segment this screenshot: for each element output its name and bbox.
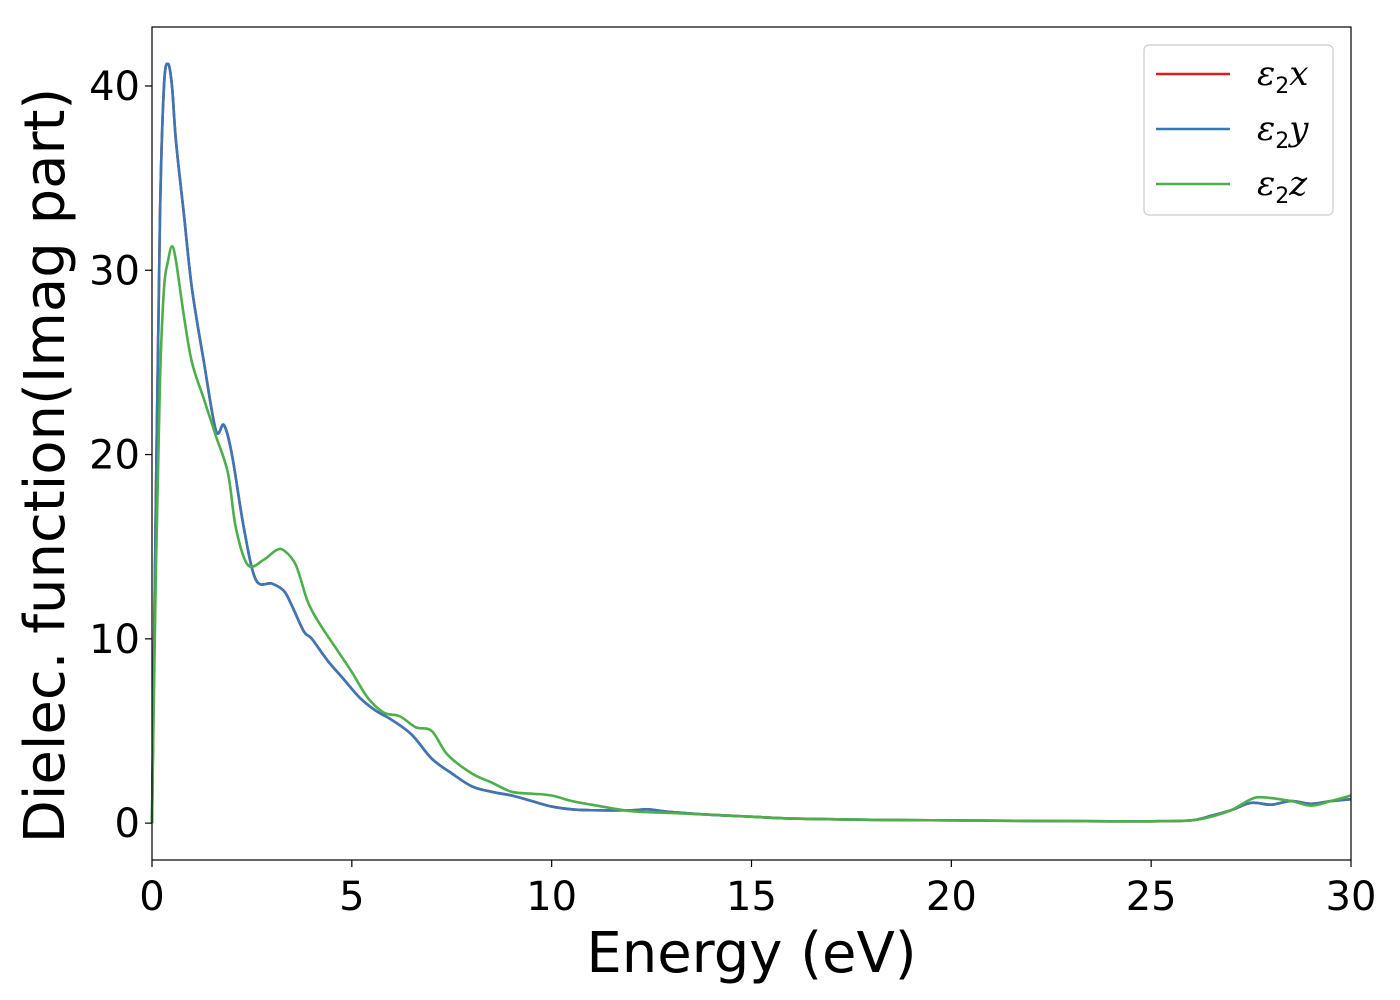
x-axis-title: Energy (eV) [586,921,916,986]
legend-box [1143,44,1334,216]
x-tick-label: 15 [726,874,777,920]
series-layer [150,62,1352,824]
y-tick-label: 30 [89,248,140,294]
y-tick-label: 20 [89,433,140,479]
y-axis: 0 10 20 30 40 [89,64,152,847]
x-tick-label: 0 [139,874,164,920]
x-tick-label: 25 [1126,874,1177,920]
y-tick-label: 10 [89,617,140,663]
series-line-z [150,245,1352,824]
legend-label-z: ε2z [1257,164,1308,209]
x-tick-label: 30 [1326,874,1377,920]
legend: ε2x ε2y ε2z [1143,44,1334,216]
y-axis-title: Dielec. function(Imag part) [13,88,78,844]
legend-label-x: ε2x [1257,54,1308,99]
x-axis: 0 5 10 15 20 25 30 [139,860,1376,920]
x-tick-label: 20 [926,874,977,920]
x-tick-label: 10 [526,874,577,920]
legend-label-y: ε2y [1257,109,1309,154]
y-tick-label: 0 [115,801,140,847]
y-tick-label: 40 [89,64,140,110]
x-tick-label: 5 [339,874,364,920]
